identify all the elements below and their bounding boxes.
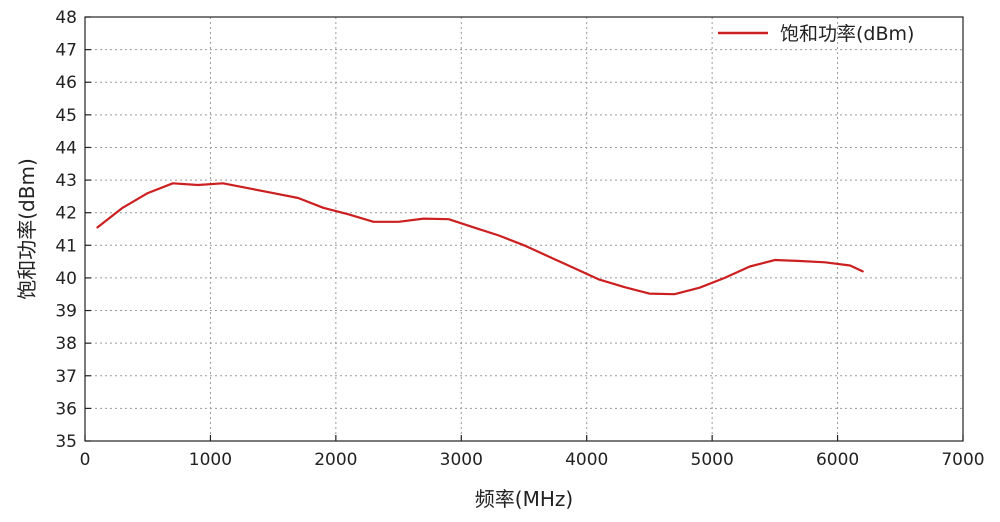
grid-lines [85, 17, 963, 441]
x-tick-label: 2000 [314, 450, 357, 470]
y-tick-label: 41 [55, 236, 77, 256]
x-tick-label: 1000 [189, 450, 232, 470]
x-axis-label: 频率(MHz) [475, 487, 573, 511]
tick-labels: 0 1000 2000 3000 4000 5000 6000 7000 35 36 37 38 39 4… [55, 8, 984, 470]
x-tick-label: 3000 [440, 450, 483, 470]
x-tick-label: 6000 [816, 450, 859, 470]
y-tick-label: 45 [55, 106, 77, 126]
y-tick-label: 39 [55, 302, 77, 322]
plot-frame [84, 16, 964, 442]
legend-label: 饱和功率(dBm) [780, 23, 914, 45]
y-axis-label: 饱和功率(dBm) [15, 158, 39, 300]
y-tick-label: 38 [55, 334, 77, 354]
y-tick-label: 46 [55, 73, 77, 93]
axis-ticks [84, 16, 964, 442]
y-tick-label: 37 [55, 367, 77, 387]
y-tick-label: 36 [55, 399, 77, 419]
series-lines [96, 182, 864, 296]
y-tick-label: 40 [55, 269, 77, 289]
x-tick-label: 7000 [941, 450, 984, 470]
y-tick-label: 43 [55, 171, 77, 191]
y-tick-label: 35 [55, 432, 77, 452]
y-tick-label: 44 [55, 138, 77, 158]
y-tick-label: 42 [55, 204, 77, 224]
legend: 饱和功率(dBm) [718, 23, 914, 45]
series-line [96, 182, 864, 296]
x-tick-label: 4000 [565, 450, 608, 470]
y-tick-label: 47 [55, 41, 77, 61]
x-tick-label: 5000 [691, 450, 734, 470]
x-tick-label: 0 [80, 450, 91, 470]
y-tick-label: 48 [55, 8, 77, 28]
